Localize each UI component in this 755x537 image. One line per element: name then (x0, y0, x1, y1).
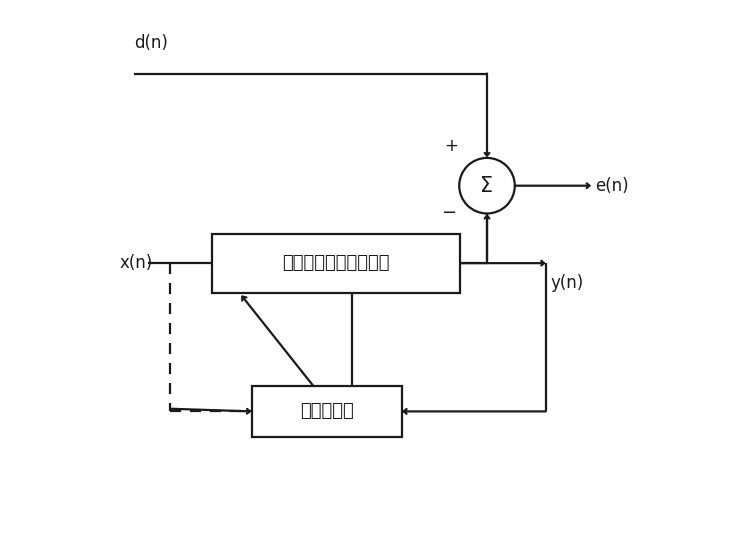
Text: 自适应算法: 自适应算法 (300, 402, 353, 420)
Text: 参数可调的数字滤波器: 参数可调的数字滤波器 (282, 254, 390, 272)
Text: y(n): y(n) (550, 274, 584, 292)
Bar (212, 234, 461, 293)
Text: d(n): d(n) (134, 34, 168, 52)
Text: −: − (442, 205, 457, 222)
Text: Σ: Σ (480, 176, 494, 195)
Text: e(n): e(n) (596, 177, 629, 195)
Circle shape (459, 158, 515, 214)
Text: +: + (444, 137, 458, 155)
Text: x(n): x(n) (120, 254, 153, 272)
Bar (252, 386, 402, 437)
